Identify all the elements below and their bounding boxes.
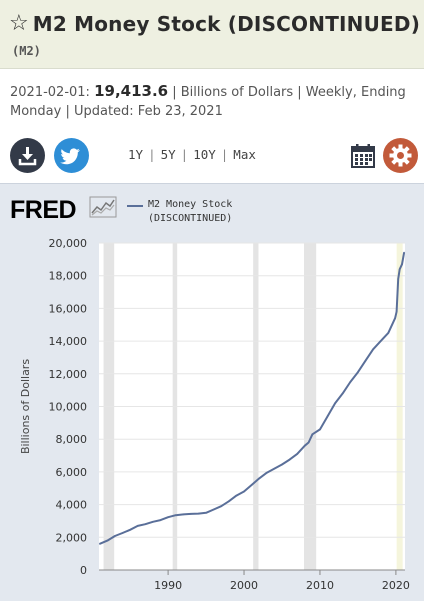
chart-panel: FRED M2 Money Stock (DISCONTINUED) 0 2,00… (0, 183, 424, 601)
y-axis-label: Billions of Dollars (19, 359, 32, 454)
fred-graph-icon (89, 196, 117, 218)
observation-date: 2021-02-01: (10, 85, 90, 100)
y-tick-label: 4,000 (56, 499, 88, 512)
data-point (220, 505, 223, 508)
x-tick-label: 1990 (154, 579, 182, 592)
x-tick-label: 2000 (230, 579, 258, 592)
data-point (281, 463, 283, 466)
data-point (403, 251, 405, 254)
y-tick-label: 18,000 (49, 270, 88, 283)
data-point (326, 415, 329, 418)
data-point (159, 519, 162, 521)
data-point (258, 477, 261, 480)
m2-line-chart: 0 2,000 4,000 6,000 8,000 10,000 12,000 14,000 1… (19, 237, 410, 592)
data-point (205, 511, 207, 514)
data-point (307, 441, 310, 444)
y-tick-label: 16,000 (49, 302, 88, 315)
range-1y[interactable]: 1Y (128, 147, 144, 162)
data-point (121, 532, 124, 534)
data-point (349, 381, 352, 383)
data-point (197, 512, 200, 515)
data-point (303, 444, 306, 447)
data-point (379, 340, 382, 342)
data-point (387, 332, 390, 334)
data-point (114, 535, 116, 537)
y-tick-label: 2,000 (56, 531, 88, 544)
range-separator: | (180, 147, 189, 162)
download-icon (18, 147, 37, 166)
y-tick-label: 8,000 (56, 433, 88, 446)
data-point (235, 494, 238, 497)
data-point (266, 471, 268, 474)
data-point (334, 402, 336, 405)
calendar-icon (351, 144, 375, 168)
data-point (98, 543, 101, 545)
y-tick-label: 20,000 (49, 237, 88, 250)
data-point (228, 500, 230, 503)
data-point (319, 428, 321, 431)
x-tick-label: 2020 (382, 579, 410, 592)
legend-series-name: M2 Money Stock (148, 199, 233, 210)
range-10y[interactable]: 10Y (193, 147, 216, 162)
title-row: ☆ M2 Money Stock (DISCONTINUED) (9, 12, 420, 36)
twitter-icon (60, 148, 80, 165)
legend-label: M2 Money Stock (DISCONTINUED) (148, 198, 232, 226)
twitter-button[interactable] (54, 138, 89, 173)
y-tick-label: 12,000 (49, 368, 88, 381)
data-point (296, 453, 298, 455)
calendar-button[interactable] (350, 143, 376, 173)
series-meta: 2021-02-01: 19,413.6 | Billions of Dolla… (10, 82, 416, 121)
data-point (273, 467, 276, 470)
download-button[interactable] (10, 138, 45, 173)
data-point (136, 525, 139, 527)
range-max[interactable]: Max (233, 147, 256, 162)
data-point (395, 310, 398, 313)
series-header: ☆ M2 Money Stock (DISCONTINUED) (M2) (0, 0, 424, 69)
data-point (129, 528, 131, 531)
data-point (144, 523, 147, 526)
data-point (182, 513, 185, 516)
data-point (311, 433, 314, 436)
series-id: (M2) (12, 44, 41, 58)
settings-button[interactable] (383, 138, 418, 173)
data-point (394, 317, 396, 320)
page-title: M2 Money Stock (DISCONTINUED) (32, 12, 421, 36)
data-point (212, 508, 215, 511)
legend-swatch (127, 205, 143, 207)
toolbar: 1Y | 5Y | 10Y | Max (0, 138, 424, 176)
observation-value: 19,413.6 (94, 82, 169, 100)
x-tick-label: 2010 (306, 579, 334, 592)
data-point (288, 458, 291, 461)
y-tick-label: 14,000 (49, 335, 88, 348)
y-tick-label: 6,000 (56, 466, 88, 479)
data-point (250, 484, 253, 486)
data-point (243, 490, 245, 493)
range-separator: | (148, 147, 156, 162)
legend-series-sub: (DISCONTINUED) (148, 213, 233, 224)
data-point (106, 539, 109, 542)
star-outline-icon[interactable]: ☆ (9, 11, 29, 36)
range-separator: | (220, 147, 229, 162)
data-point (372, 348, 374, 351)
fred-logo: FRED (10, 196, 77, 224)
data-point (364, 359, 367, 362)
data-point (190, 513, 192, 515)
data-point (357, 371, 359, 373)
data-point (341, 392, 344, 395)
series-details: | Billions of Dollars | Weekly, Ending M… (10, 85, 406, 119)
range-5y[interactable]: 5Y (160, 147, 176, 162)
gear-icon (389, 144, 412, 167)
data-point (167, 516, 169, 518)
data-point (397, 278, 399, 280)
y-tick-label: 10,000 (49, 401, 88, 414)
series-line-m2 (99, 252, 406, 545)
data-point (398, 268, 401, 270)
data-point (401, 263, 403, 266)
data-point (152, 520, 154, 523)
y-tick-label: 0 (80, 564, 87, 577)
data-point (174, 514, 177, 517)
range-selector: 1Y | 5Y | 10Y | Max (128, 147, 256, 162)
